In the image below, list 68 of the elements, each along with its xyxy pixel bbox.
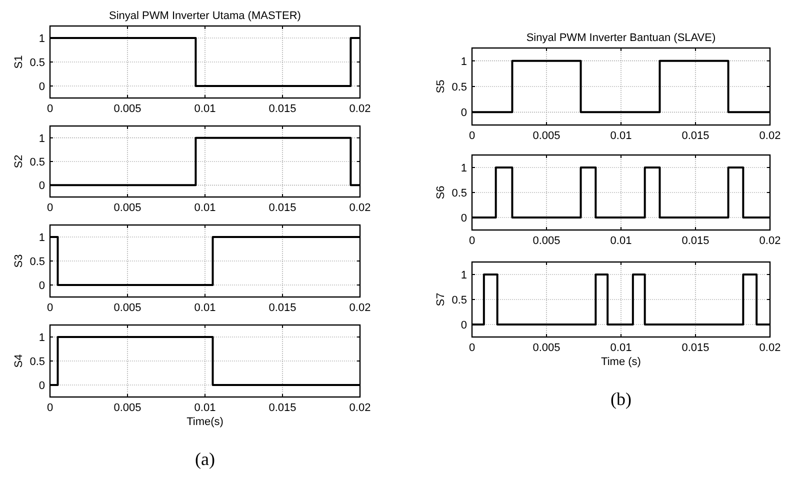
x-tick-label: 0.015 <box>682 235 710 247</box>
y-tick-label: 0.5 <box>452 188 467 200</box>
x-tick-label: 0 <box>468 342 476 354</box>
y-tick-label: 0.5 <box>30 356 45 368</box>
y-axis-title: S5 <box>435 80 447 94</box>
x-tick-label: 0.015 <box>268 202 296 214</box>
y-tick-label: 1 <box>460 162 467 174</box>
x-tick-label: 0 <box>46 202 54 214</box>
y-tick-label: 0.5 <box>452 294 467 306</box>
x-tick-label: 0.015 <box>268 103 296 115</box>
y-tick-label: 0.5 <box>452 82 467 94</box>
y-tick-label: 0 <box>38 280 45 292</box>
x-tick-label: 0.005 <box>532 235 560 247</box>
text: (a) <box>195 449 215 469</box>
x-tick-label: 0.015 <box>268 302 296 314</box>
x-tick-label: 0.01 <box>194 402 216 414</box>
y-tick-label: 1 <box>460 270 467 282</box>
y-tick-label: 1 <box>38 33 45 45</box>
x-tick-label: 0.02 <box>349 103 371 115</box>
y-axis-title: S3 <box>13 254 25 268</box>
y-tick-label: 0 <box>38 380 45 392</box>
y-tick-label: 1 <box>38 332 45 344</box>
x-tick-label: 0.01 <box>194 202 216 214</box>
y-axis-title: S2 <box>13 154 25 168</box>
x-tick-label: 0.005 <box>114 202 142 214</box>
x-tick-label: 0.02 <box>759 235 781 247</box>
y-tick-label: 0 <box>38 180 45 192</box>
x-tick-label: 0.01 <box>194 103 216 115</box>
text: (b) <box>610 389 632 409</box>
x-tick-label: 0 <box>46 402 54 414</box>
x-tick-label: 0 <box>468 235 476 247</box>
x-tick-label: 0.005 <box>532 342 560 354</box>
chart-title: Sinyal PWM Inverter Utama (MASTER) <box>109 10 301 22</box>
x-tick-label: 0.015 <box>682 342 710 354</box>
y-tick-label: 0.5 <box>30 256 45 268</box>
x-tick-label: 0.02 <box>349 302 371 314</box>
y-tick-label: 0.5 <box>30 156 45 168</box>
y-tick-label: 1 <box>38 132 45 145</box>
x-tick-label: 0.015 <box>268 402 296 414</box>
x-tick-label: 0 <box>468 130 476 142</box>
y-axis-title: S6 <box>435 186 447 200</box>
x-tick-label: 0 <box>46 103 54 115</box>
x-tick-label: 0.02 <box>349 202 371 214</box>
y-tick-label: 0 <box>460 212 467 224</box>
chart-title: Sinyal PWM Inverter Bantuan (SLAVE) <box>526 32 716 44</box>
y-tick-label: 1 <box>460 56 467 68</box>
x-tick-label: 0.02 <box>349 402 371 414</box>
x-tick-label: 0.01 <box>610 342 632 354</box>
x-tick-label: 0.02 <box>759 130 781 142</box>
y-tick-label: 1 <box>38 232 45 244</box>
x-tick-label: 0.005 <box>532 130 560 142</box>
x-tick-label: 0.01 <box>194 302 216 314</box>
x-tick-label: 0.015 <box>682 130 710 142</box>
x-tick-label: 0.005 <box>114 103 142 115</box>
x-tick-label: 0.005 <box>114 302 142 314</box>
x-tick-label: 0.01 <box>610 235 632 247</box>
y-axis-title: S1 <box>13 55 25 69</box>
y-axis-title: S7 <box>435 292 447 306</box>
x-axis-title: Time(s) <box>186 416 224 428</box>
y-tick-label: 0 <box>38 81 45 93</box>
x-axis-title: Time (s) <box>601 356 641 368</box>
y-tick-label: 0 <box>460 320 467 332</box>
x-tick-label: 0 <box>46 302 54 314</box>
x-tick-label: 0.005 <box>114 402 142 414</box>
y-tick-label: 0.5 <box>30 57 45 69</box>
x-tick-label: 0.01 <box>610 130 632 142</box>
y-axis-title: S4 <box>13 354 25 368</box>
x-tick-label: 0.02 <box>759 342 781 354</box>
